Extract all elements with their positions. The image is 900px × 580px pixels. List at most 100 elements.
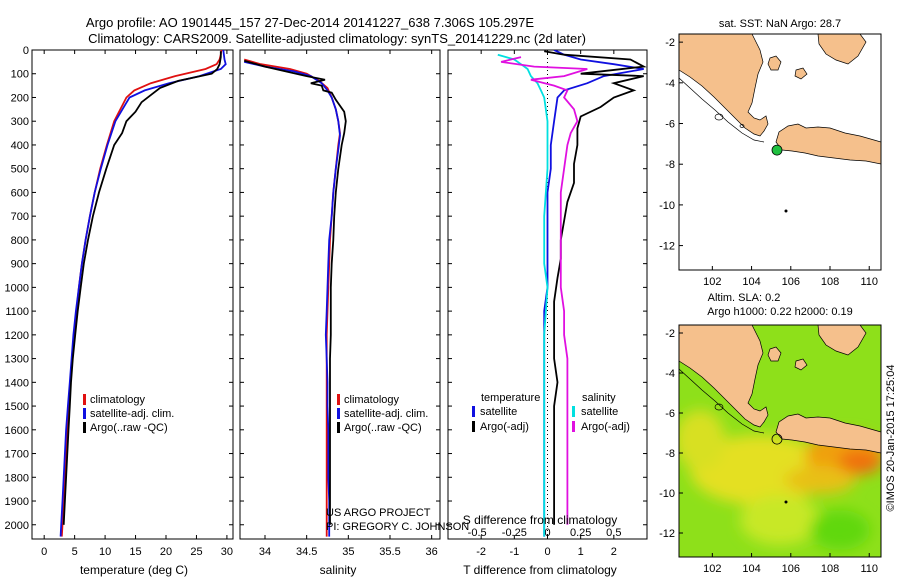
map-y-tick-label: -6 bbox=[665, 408, 675, 420]
y-tick-label: 1000 bbox=[5, 282, 29, 294]
copyright-timestamp: ©IMOS 20-Jan-2015 17:25:04 bbox=[885, 365, 897, 512]
salinity-ticks: 34 34.5 35 35.5 36 bbox=[240, 49, 440, 558]
x-tick-label: 25 bbox=[190, 546, 202, 558]
s-tick-label: 0.25 bbox=[570, 527, 591, 539]
map-x-tick-label: 104 bbox=[742, 276, 760, 288]
difference-legend-t-argo: Argo(-adj) bbox=[480, 421, 529, 433]
x-tick-label: 35 bbox=[342, 546, 354, 558]
temperature-xlabel: temperature (deg C) bbox=[80, 563, 188, 577]
map-x-tick-label: 108 bbox=[821, 276, 839, 288]
sla-borneo-land bbox=[817, 325, 867, 356]
sla-belitung-land bbox=[794, 358, 808, 371]
map-y-tick-label: -8 bbox=[665, 448, 675, 460]
map-x-tick-label: 110 bbox=[860, 276, 878, 288]
map-x-tick-label: 106 bbox=[782, 563, 800, 575]
y-tick-label: 300 bbox=[11, 116, 29, 128]
salinity-legend-swatch-argo bbox=[337, 422, 340, 433]
temperature-axes-frame bbox=[31, 49, 234, 540]
sumatra-land bbox=[679, 34, 769, 137]
s-tick-label: -0.25 bbox=[502, 527, 527, 539]
y-tick-label: 800 bbox=[11, 235, 29, 247]
profile-line bbox=[244, 61, 341, 537]
profile-line bbox=[243, 58, 341, 537]
profile-line bbox=[60, 50, 223, 537]
map-y-tick-label: -4 bbox=[665, 78, 675, 90]
salinity-legend-satellite: satellite-adj. clim. bbox=[344, 408, 428, 420]
x-tick-label: -1 bbox=[509, 546, 519, 558]
sla-map-blob-5 bbox=[679, 410, 725, 470]
y-tick-label: 1700 bbox=[5, 449, 29, 461]
profile-line bbox=[544, 50, 647, 525]
sla-map-title-line1: Altim. SLA: 0.2 bbox=[708, 292, 781, 304]
x-tick-label: 0 bbox=[544, 546, 550, 558]
y-tick-label: 500 bbox=[11, 164, 29, 176]
sla-map-panel: Altim. SLA: 0.2 Argo h1000: 0.22 h2000: … bbox=[659, 292, 882, 575]
map-x-tick-label: 110 bbox=[860, 563, 878, 575]
x-tick-label: 0 bbox=[41, 546, 47, 558]
temperature-legend-swatch-climatology bbox=[83, 394, 86, 405]
salinity-lines bbox=[243, 58, 347, 537]
sst-map-bathymetry bbox=[679, 77, 765, 143]
y-tick-label: 1200 bbox=[5, 330, 29, 342]
map-y-tick-label: -12 bbox=[659, 528, 675, 540]
difference-lines bbox=[497, 50, 647, 537]
x-tick-label: 15 bbox=[129, 546, 141, 558]
sla-sumatra-land bbox=[679, 325, 769, 428]
x-tick-label: 34.5 bbox=[296, 546, 317, 558]
sla-map-blob-4 bbox=[785, 466, 855, 494]
temperature-legend-swatch-satellite bbox=[83, 408, 86, 419]
map-x-tick-label: 102 bbox=[703, 276, 721, 288]
y-tick-label: 1300 bbox=[5, 354, 29, 366]
sst-map-frame bbox=[678, 33, 882, 271]
sla-map-frame bbox=[678, 324, 882, 558]
x-tick-label: 34 bbox=[259, 546, 271, 558]
map-x-tick-label: 102 bbox=[703, 563, 721, 575]
temperature-legend-argo: Argo(..raw -QC) bbox=[90, 422, 168, 434]
profile-line bbox=[497, 53, 549, 537]
temperature-ticks: 0100200300400500600700800900100011001200… bbox=[5, 45, 234, 558]
difference-legend-swatch-t-satellite bbox=[472, 406, 475, 417]
salinity-xlabel: salinity bbox=[320, 563, 357, 577]
profile-line bbox=[543, 50, 644, 537]
sla-map-blob-6 bbox=[740, 495, 820, 545]
y-tick-label: 600 bbox=[11, 187, 29, 199]
temperature-legend-satellite: satellite-adj. clim. bbox=[90, 408, 174, 420]
x-tick-label: 35.5 bbox=[379, 546, 400, 558]
y-tick-label: 700 bbox=[11, 211, 29, 223]
sla-map-ticks: 102 104 106 108 110 -2 -4 -6 -8 -10 -12 bbox=[659, 328, 878, 575]
x-tick-label: 2 bbox=[611, 546, 617, 558]
y-tick-label: 1100 bbox=[5, 306, 29, 318]
profile-line bbox=[62, 51, 222, 525]
map-y-tick-label: -8 bbox=[665, 159, 675, 171]
sla-map-island-1 bbox=[714, 403, 724, 411]
profile-line bbox=[59, 50, 227, 537]
credit-line2: PI: GREGORY C. JOHNSON bbox=[326, 521, 469, 533]
figure-title-line2: Climatology: CARS2009. Satellite-adjuste… bbox=[88, 31, 586, 46]
y-tick-label: 2000 bbox=[5, 520, 29, 532]
sla-map-content bbox=[679, 325, 881, 557]
x-tick-label: -2 bbox=[476, 546, 486, 558]
s-tick-label: 0.5 bbox=[606, 527, 621, 539]
java-land bbox=[775, 123, 881, 165]
profile-line bbox=[243, 59, 347, 525]
sst-map-ticks: 102 104 106 108 110 -2 -4 -6 -8 -10 -12 bbox=[659, 37, 878, 288]
temperature-legend-swatch-argo bbox=[83, 422, 86, 433]
y-tick-label: 400 bbox=[11, 140, 29, 152]
credit-line1: US ARGO PROJECT bbox=[326, 507, 431, 519]
y-tick-label: 1500 bbox=[5, 401, 29, 413]
map-y-tick-label: -10 bbox=[659, 200, 675, 212]
salinity-legend-argo: Argo(..raw -QC) bbox=[344, 422, 422, 434]
difference-legend-t-satellite: satellite bbox=[480, 406, 517, 418]
difference-legend-swatch-t-argo bbox=[472, 421, 475, 432]
profile-line bbox=[500, 56, 588, 525]
x-tick-label: 10 bbox=[99, 546, 111, 558]
map-x-tick-label: 104 bbox=[742, 563, 760, 575]
x-tick-label: 20 bbox=[160, 546, 172, 558]
x-tick-label: 36 bbox=[426, 546, 438, 558]
difference-legend-s-argo: Argo(-adj) bbox=[581, 421, 630, 433]
temperature-legend: climatology satellite-adj. clim. Argo(..… bbox=[83, 394, 174, 434]
s-tick-label: 0 bbox=[544, 527, 550, 539]
sla-map-argo-marker bbox=[771, 433, 783, 445]
sla-map-bathymetry bbox=[679, 368, 765, 434]
map-x-tick-label: 106 bbox=[782, 276, 800, 288]
